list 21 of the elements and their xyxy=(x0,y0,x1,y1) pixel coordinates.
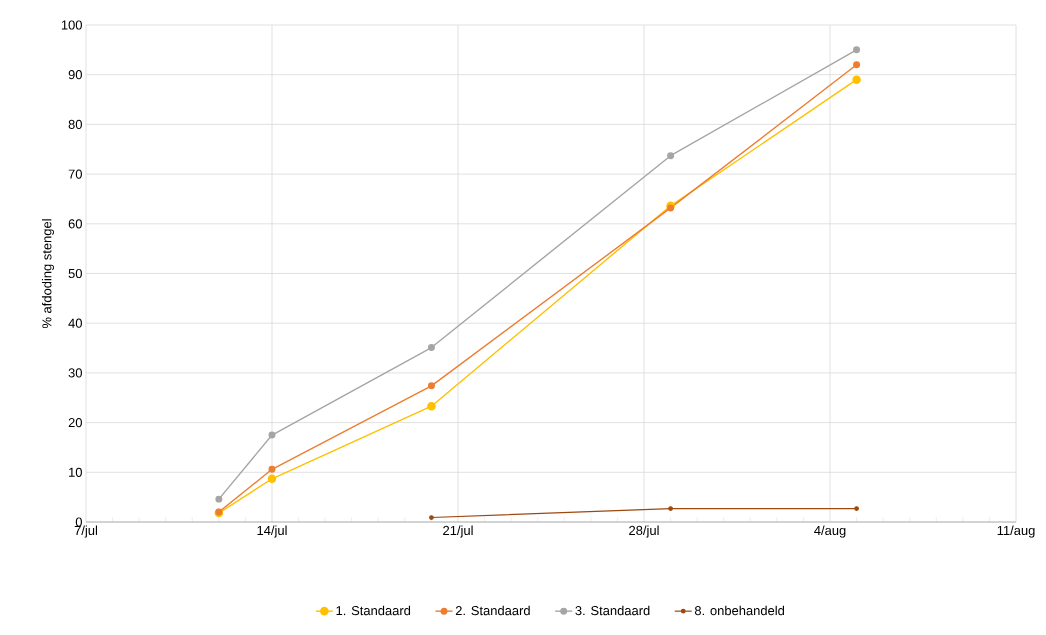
y-tick-label: 60 xyxy=(68,219,82,229)
y-tick-label: 30 xyxy=(68,368,82,378)
y-axis-title: % afdoding stengel xyxy=(41,219,55,329)
y-tick-label: 90 xyxy=(68,70,82,80)
legend-label: 3. Standaard xyxy=(575,605,650,616)
y-tick-label: 80 xyxy=(68,119,82,129)
y-tick-label: 40 xyxy=(68,318,82,328)
y-tick-label: 100 xyxy=(61,20,82,30)
x-tick-label: 4/aug xyxy=(814,525,846,538)
legend-label: 1. Standaard xyxy=(336,605,411,616)
y-tick-label: 50 xyxy=(68,268,82,279)
y-tick-label: 20 xyxy=(68,418,82,428)
x-tick-label: 11/aug xyxy=(997,525,1035,538)
y-tick-label: 10 xyxy=(69,467,82,477)
x-tick-label: 21/jul xyxy=(443,525,473,538)
legend-label: 2. Standaard xyxy=(455,605,530,616)
y-tick-label: 70 xyxy=(68,169,82,179)
x-tick-label: 7/jul xyxy=(74,525,98,538)
x-tick-label: 14/jul xyxy=(257,525,287,538)
legend-label: 8. onbehandeld xyxy=(694,605,785,616)
x-tick-label: 28/jul xyxy=(629,525,659,538)
